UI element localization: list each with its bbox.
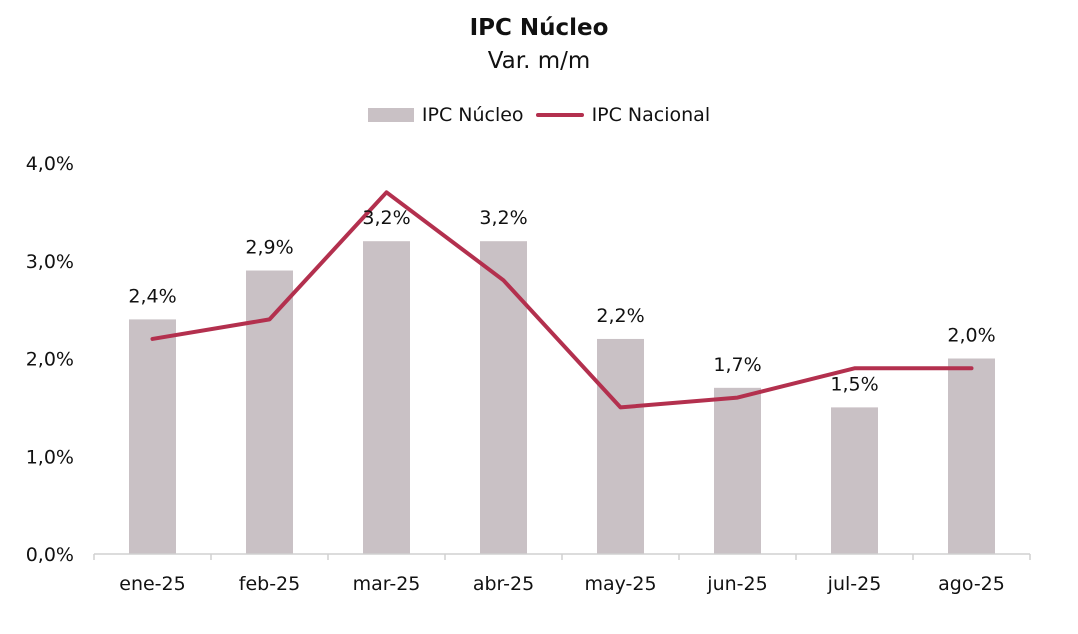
bar-data-label: 2,2% [596, 305, 644, 327]
y-tick-label: 4,0% [26, 153, 74, 175]
x-tick-label: mar-25 [353, 573, 421, 595]
x-tick-label: jun-25 [706, 573, 767, 595]
legend: IPC Núcleo IPC Nacional [0, 104, 1078, 126]
bar-data-label: 1,5% [830, 373, 878, 395]
y-tick-label: 0,0% [26, 544, 74, 566]
bar-data-label: 3,2% [362, 207, 410, 229]
bar-ipc-nucleo [363, 241, 410, 554]
y-tick-label: 2,0% [26, 349, 74, 371]
x-tick-label: ene-25 [119, 573, 185, 595]
chart-subtitle: Var. m/m [487, 48, 591, 74]
bar-ipc-nucleo [597, 338, 644, 554]
x-tick-label: feb-25 [239, 573, 300, 595]
bar-ipc-nucleo [480, 241, 527, 554]
x-tick-label: abr-25 [473, 573, 534, 595]
legend-item-ipc-nacional: IPC Nacional [535, 104, 711, 126]
line-ipc-nacional [150, 190, 974, 410]
legend-item-ipc-nucleo: IPC Núcleo [367, 104, 524, 126]
bar-data-label: 3,2% [479, 207, 527, 229]
bar-data-label: 2,4% [128, 285, 176, 307]
y-tick-label: 3,0% [26, 251, 74, 273]
bar-ipc-nucleo [246, 270, 293, 554]
chart-title: IPC Núcleo [469, 15, 609, 41]
legend-label-ipc-nacional: IPC Nacional [591, 104, 711, 126]
bar-ipc-nucleo [129, 319, 176, 554]
x-tick-label: jul-25 [827, 573, 882, 595]
legend-bar-swatch [367, 108, 414, 122]
x-tick-label: may-25 [584, 573, 656, 595]
y-tick-label: 1,0% [26, 446, 74, 468]
bar-ipc-nucleo [948, 358, 995, 554]
bar-data-label: 1,7% [713, 354, 761, 376]
legend-label-ipc-nucleo: IPC Núcleo [421, 104, 524, 126]
legend-line-swatch [535, 113, 584, 117]
bar-ipc-nucleo [714, 387, 761, 554]
bar-ipc-nucleo [831, 407, 878, 554]
bar-data-label: 2,9% [245, 237, 293, 259]
x-tick-label: ago-25 [938, 573, 1005, 595]
bar-data-label: 2,0% [947, 325, 995, 347]
